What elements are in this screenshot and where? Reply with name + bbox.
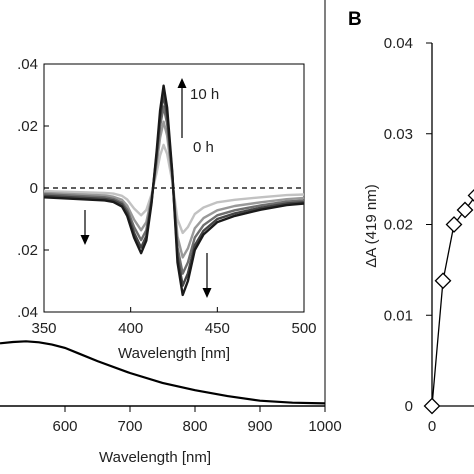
panel-b-y-tick-label: 0.04 xyxy=(384,35,413,52)
outer-x-tick-label: 600 xyxy=(52,418,77,435)
inset-series-line-2 xyxy=(43,105,305,275)
inset-y-tick-label: 0 xyxy=(30,180,38,197)
panel-b-data-point xyxy=(423,397,441,415)
inset-x-tick-label: 450 xyxy=(205,320,230,337)
outer-x-tick-label: 700 xyxy=(117,418,142,435)
decrease-arrow-left xyxy=(80,210,90,245)
outer-spectrum-chart: 600 700 800 900 1000 Wavelength [nm] xyxy=(0,0,342,466)
inset-series-line-1 xyxy=(43,93,305,287)
inset-x-tick-label: 500 xyxy=(291,320,316,337)
panel-b-y-tick-label: 0.02 xyxy=(384,217,413,234)
outer-x-tick-label: 800 xyxy=(182,418,207,435)
increase-arrow xyxy=(177,78,187,138)
inset-series-line-3 xyxy=(43,120,305,259)
outer-x-tick-label: 900 xyxy=(247,418,272,435)
panel-b-y-axis-title: ΔA (419 nm) xyxy=(363,184,380,267)
panel-b-data-point xyxy=(445,216,463,233)
inset-y-tick-label: .02 xyxy=(17,242,38,259)
inset-y-tick-label: .04 xyxy=(17,56,38,73)
panel-b-label: B xyxy=(348,9,362,30)
outer-series-line xyxy=(0,340,326,405)
panel-b-data-point xyxy=(456,201,474,219)
inset-series-line-0 xyxy=(43,84,305,297)
inset-series-line-4 xyxy=(43,143,305,235)
annotation-0h: 0 h xyxy=(193,139,214,156)
panel-b-chart: B 0 0.01 0.02 0.03 0.04 0 ΔA (419 nm) xyxy=(348,9,474,435)
panel-b-data-point xyxy=(434,272,452,290)
panel-b-y-tick-label: 0.01 xyxy=(384,307,413,324)
inset-x-tick-label: 400 xyxy=(118,320,143,337)
outer-x-tick-label: 1000 xyxy=(308,418,341,435)
outer-x-axis-title: Wavelength [nm] xyxy=(99,449,211,466)
annotation-10h: 10 h xyxy=(190,86,219,103)
panel-b-x-tick-label: 0 xyxy=(428,418,436,435)
panel-b-data-point xyxy=(467,189,474,202)
inset-cd-chart: 350 400 450 500 .04 .02 0 .02 .04 Wavelength [nm… xyxy=(17,56,316,362)
panel-b-y-tick-label: 0 xyxy=(405,398,413,415)
inset-x-axis-title: Wavelength [nm] xyxy=(118,345,230,362)
inset-y-tick-label: .04 xyxy=(17,304,38,321)
inset-y-tick-label: .02 xyxy=(17,118,38,135)
decrease-arrow-right xyxy=(202,253,212,298)
panel-b-y-tick-label: 0.03 xyxy=(384,126,413,143)
inset-x-tick-label: 350 xyxy=(31,320,56,337)
